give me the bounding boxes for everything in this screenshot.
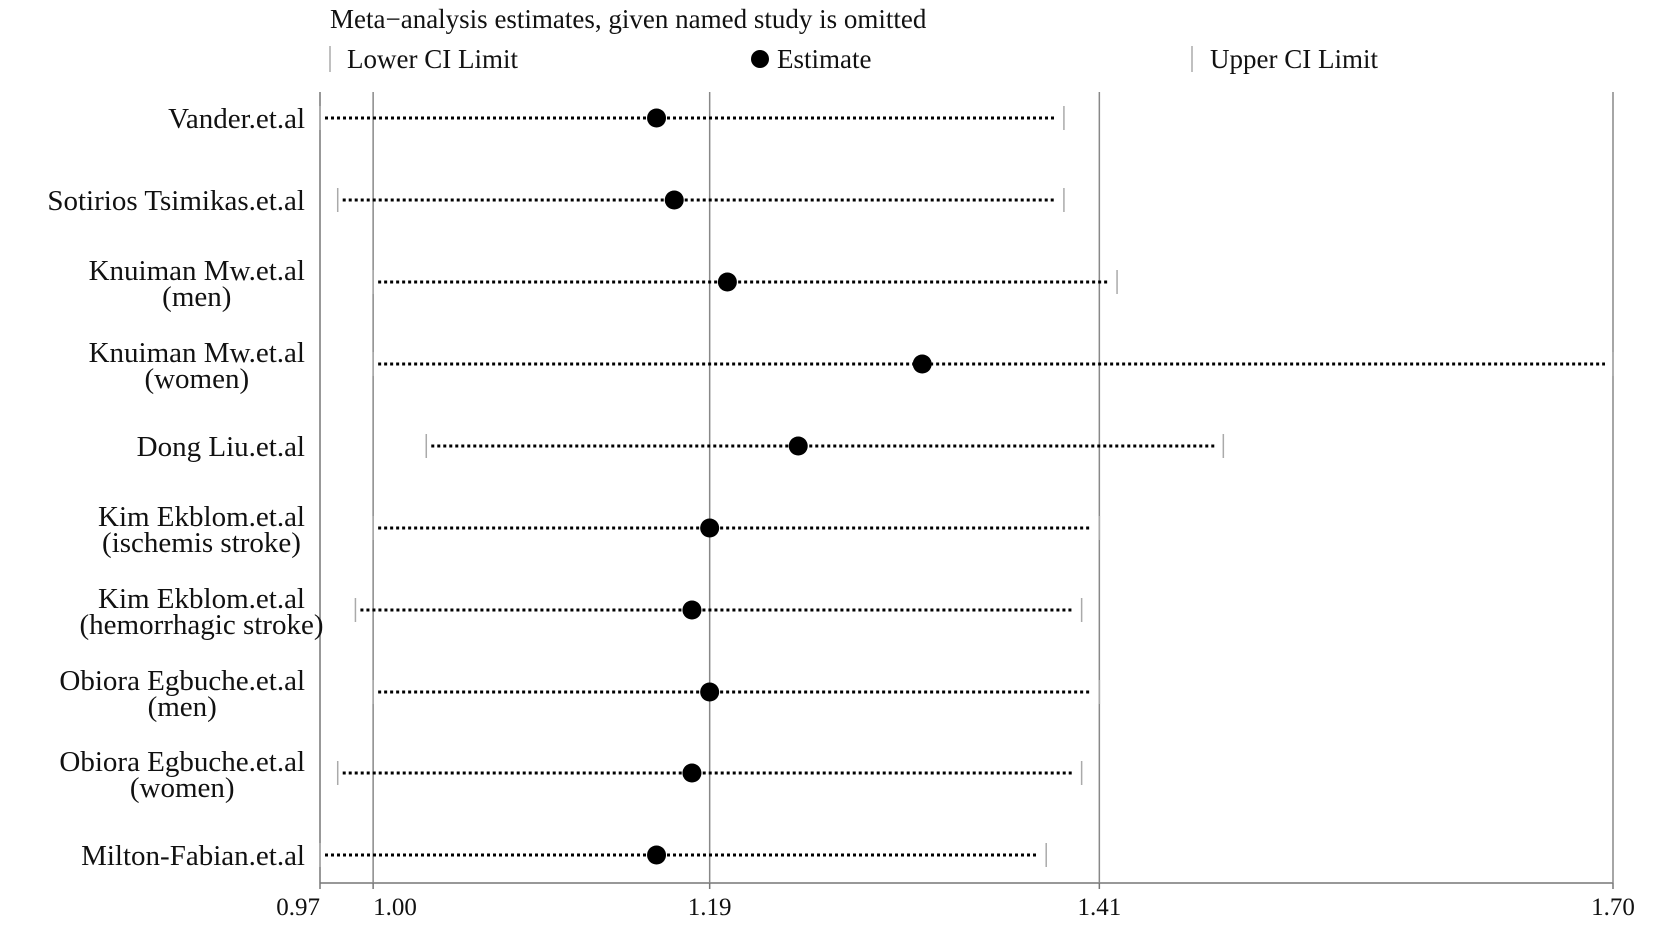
legend-estimate-marker	[751, 50, 769, 68]
plot-area: 0.97 1.00 1.19 1.41 1.70 Vander.et.al Sotirios…	[47, 92, 1635, 921]
estimate-point	[682, 600, 702, 620]
x-tick-label: 1.19	[688, 894, 732, 921]
study-label: Sotirios Tsimikas.et.al	[47, 185, 305, 217]
estimate-point	[912, 354, 932, 374]
study-label: Kim Ekblom.et.al	[98, 501, 305, 533]
study-label: Obiora Egbuche.et.al	[59, 665, 305, 697]
study-sublabel: (women)	[144, 363, 249, 395]
study-label: Kim Ekblom.et.al	[98, 583, 305, 615]
estimate-point	[664, 190, 684, 210]
estimate-point	[700, 518, 720, 538]
estimate-point	[700, 682, 720, 702]
study-sublabel: (hemorrhagic stroke)	[80, 609, 324, 641]
legend-estimate-label: Estimate	[777, 44, 871, 74]
x-tick-label: 1.41	[1077, 894, 1121, 921]
study-sublabel: (men)	[148, 691, 217, 723]
estimate-point	[647, 845, 667, 865]
legend: Lower CI Limit Estimate Upper CI Limit	[329, 44, 1378, 74]
estimate-point	[647, 108, 667, 128]
study-label: Milton-Fabian.et.al	[81, 840, 305, 872]
estimate-point	[717, 272, 737, 292]
study-label: Knuiman Mw.et.al	[89, 337, 305, 369]
study-label: Knuiman Mw.et.al	[89, 255, 305, 287]
x-tick-label: 0.97	[276, 894, 320, 921]
legend-upper-label: Upper CI Limit	[1210, 44, 1378, 74]
legend-lower-label: Lower CI Limit	[347, 44, 518, 74]
study-sublabel: (ischemis stroke)	[102, 527, 301, 559]
x-tick-label: 1.70	[1591, 894, 1635, 921]
estimate-point	[788, 436, 808, 456]
study-label: Obiora Egbuche.et.al	[59, 746, 305, 778]
study-sublabel: (men)	[162, 281, 231, 313]
chart-title: Meta−analysis estimates, given named stu…	[330, 4, 927, 34]
estimate-point	[682, 763, 702, 783]
x-tick-label: 1.00	[373, 894, 417, 921]
study-label: Dong Liu.et.al	[137, 431, 305, 463]
study-label: Vander.et.al	[168, 103, 305, 135]
study-sublabel: (women)	[130, 772, 235, 804]
